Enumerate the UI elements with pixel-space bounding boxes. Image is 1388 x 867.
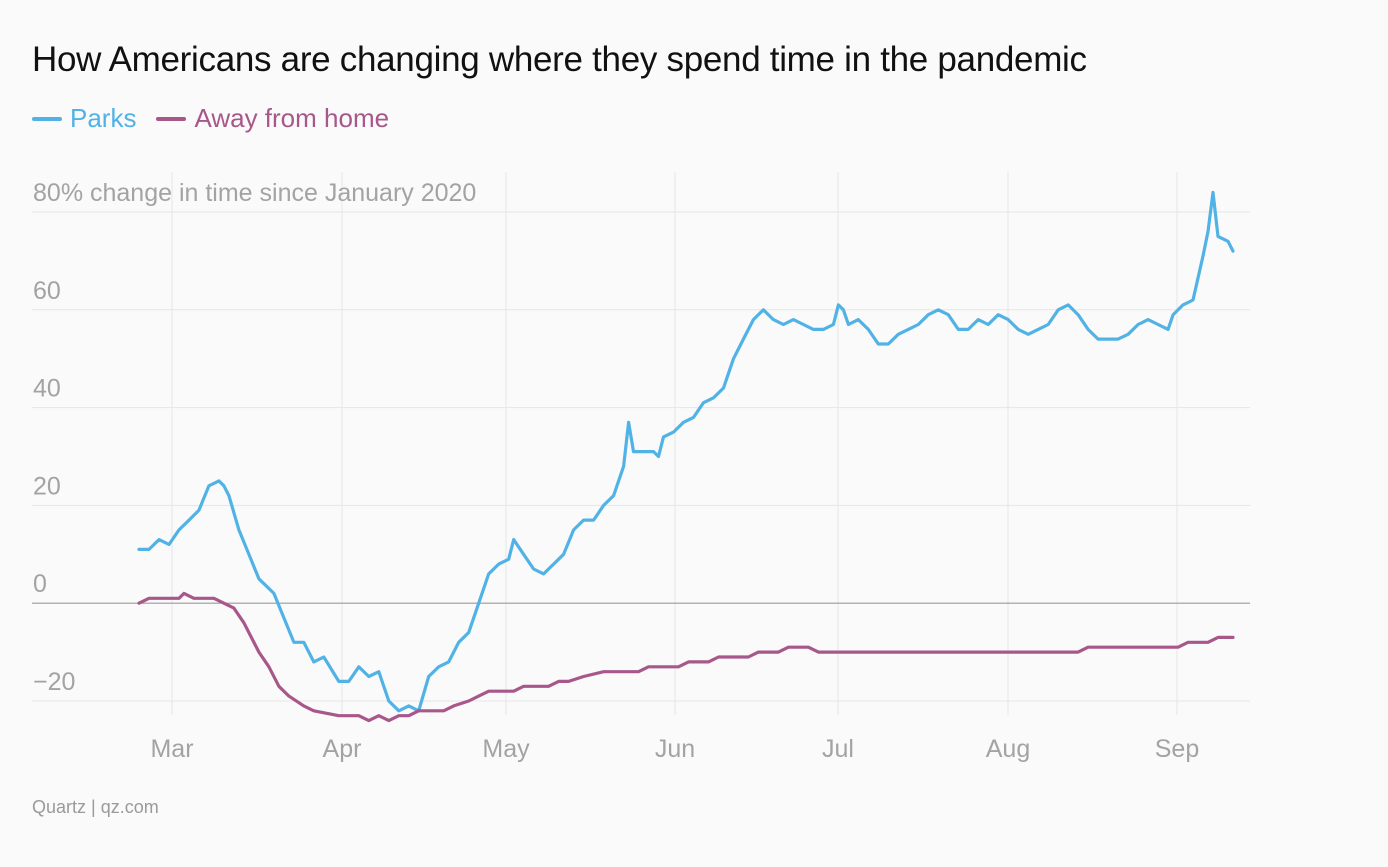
chart-title: How Americans are changing where they sp… [32,40,1087,79]
source-credit: Quartz | qz.com [32,797,159,817]
x-tick-label: Jun [655,735,695,763]
y-tick-label: 20 [33,472,61,500]
y-tick-label: 0 [33,570,47,598]
y-axis-label: % change in time since January 2020 [61,179,477,207]
x-tick-label: Mar [150,735,193,763]
y-tick-label: 60 [33,277,61,305]
legend-swatch-parks [32,116,62,121]
series-line-parks [137,190,1235,713]
x-tick-label: Apr [323,735,362,763]
x-tick-label: Sep [1155,735,1199,763]
legend-swatch-away-from-home [156,116,187,121]
x-tick-label: May [482,735,530,763]
y-tick-label: 40 [33,375,61,403]
y-tick-label: −20 [33,668,75,696]
legend-label-parks: Parks [70,103,137,133]
x-tick-label: Aug [986,735,1030,763]
legend: Parks Away from home [32,103,409,134]
x-tick-label: Jul [822,735,854,763]
series-line-away-from-home [137,591,1235,723]
legend-item-away-from-home: Away from home [156,103,389,134]
legend-item-parks: Parks [32,103,136,134]
y-tick-label: 80% change in time since January 2020 [33,179,476,207]
legend-label-away-from-home: Away from home [194,103,390,133]
